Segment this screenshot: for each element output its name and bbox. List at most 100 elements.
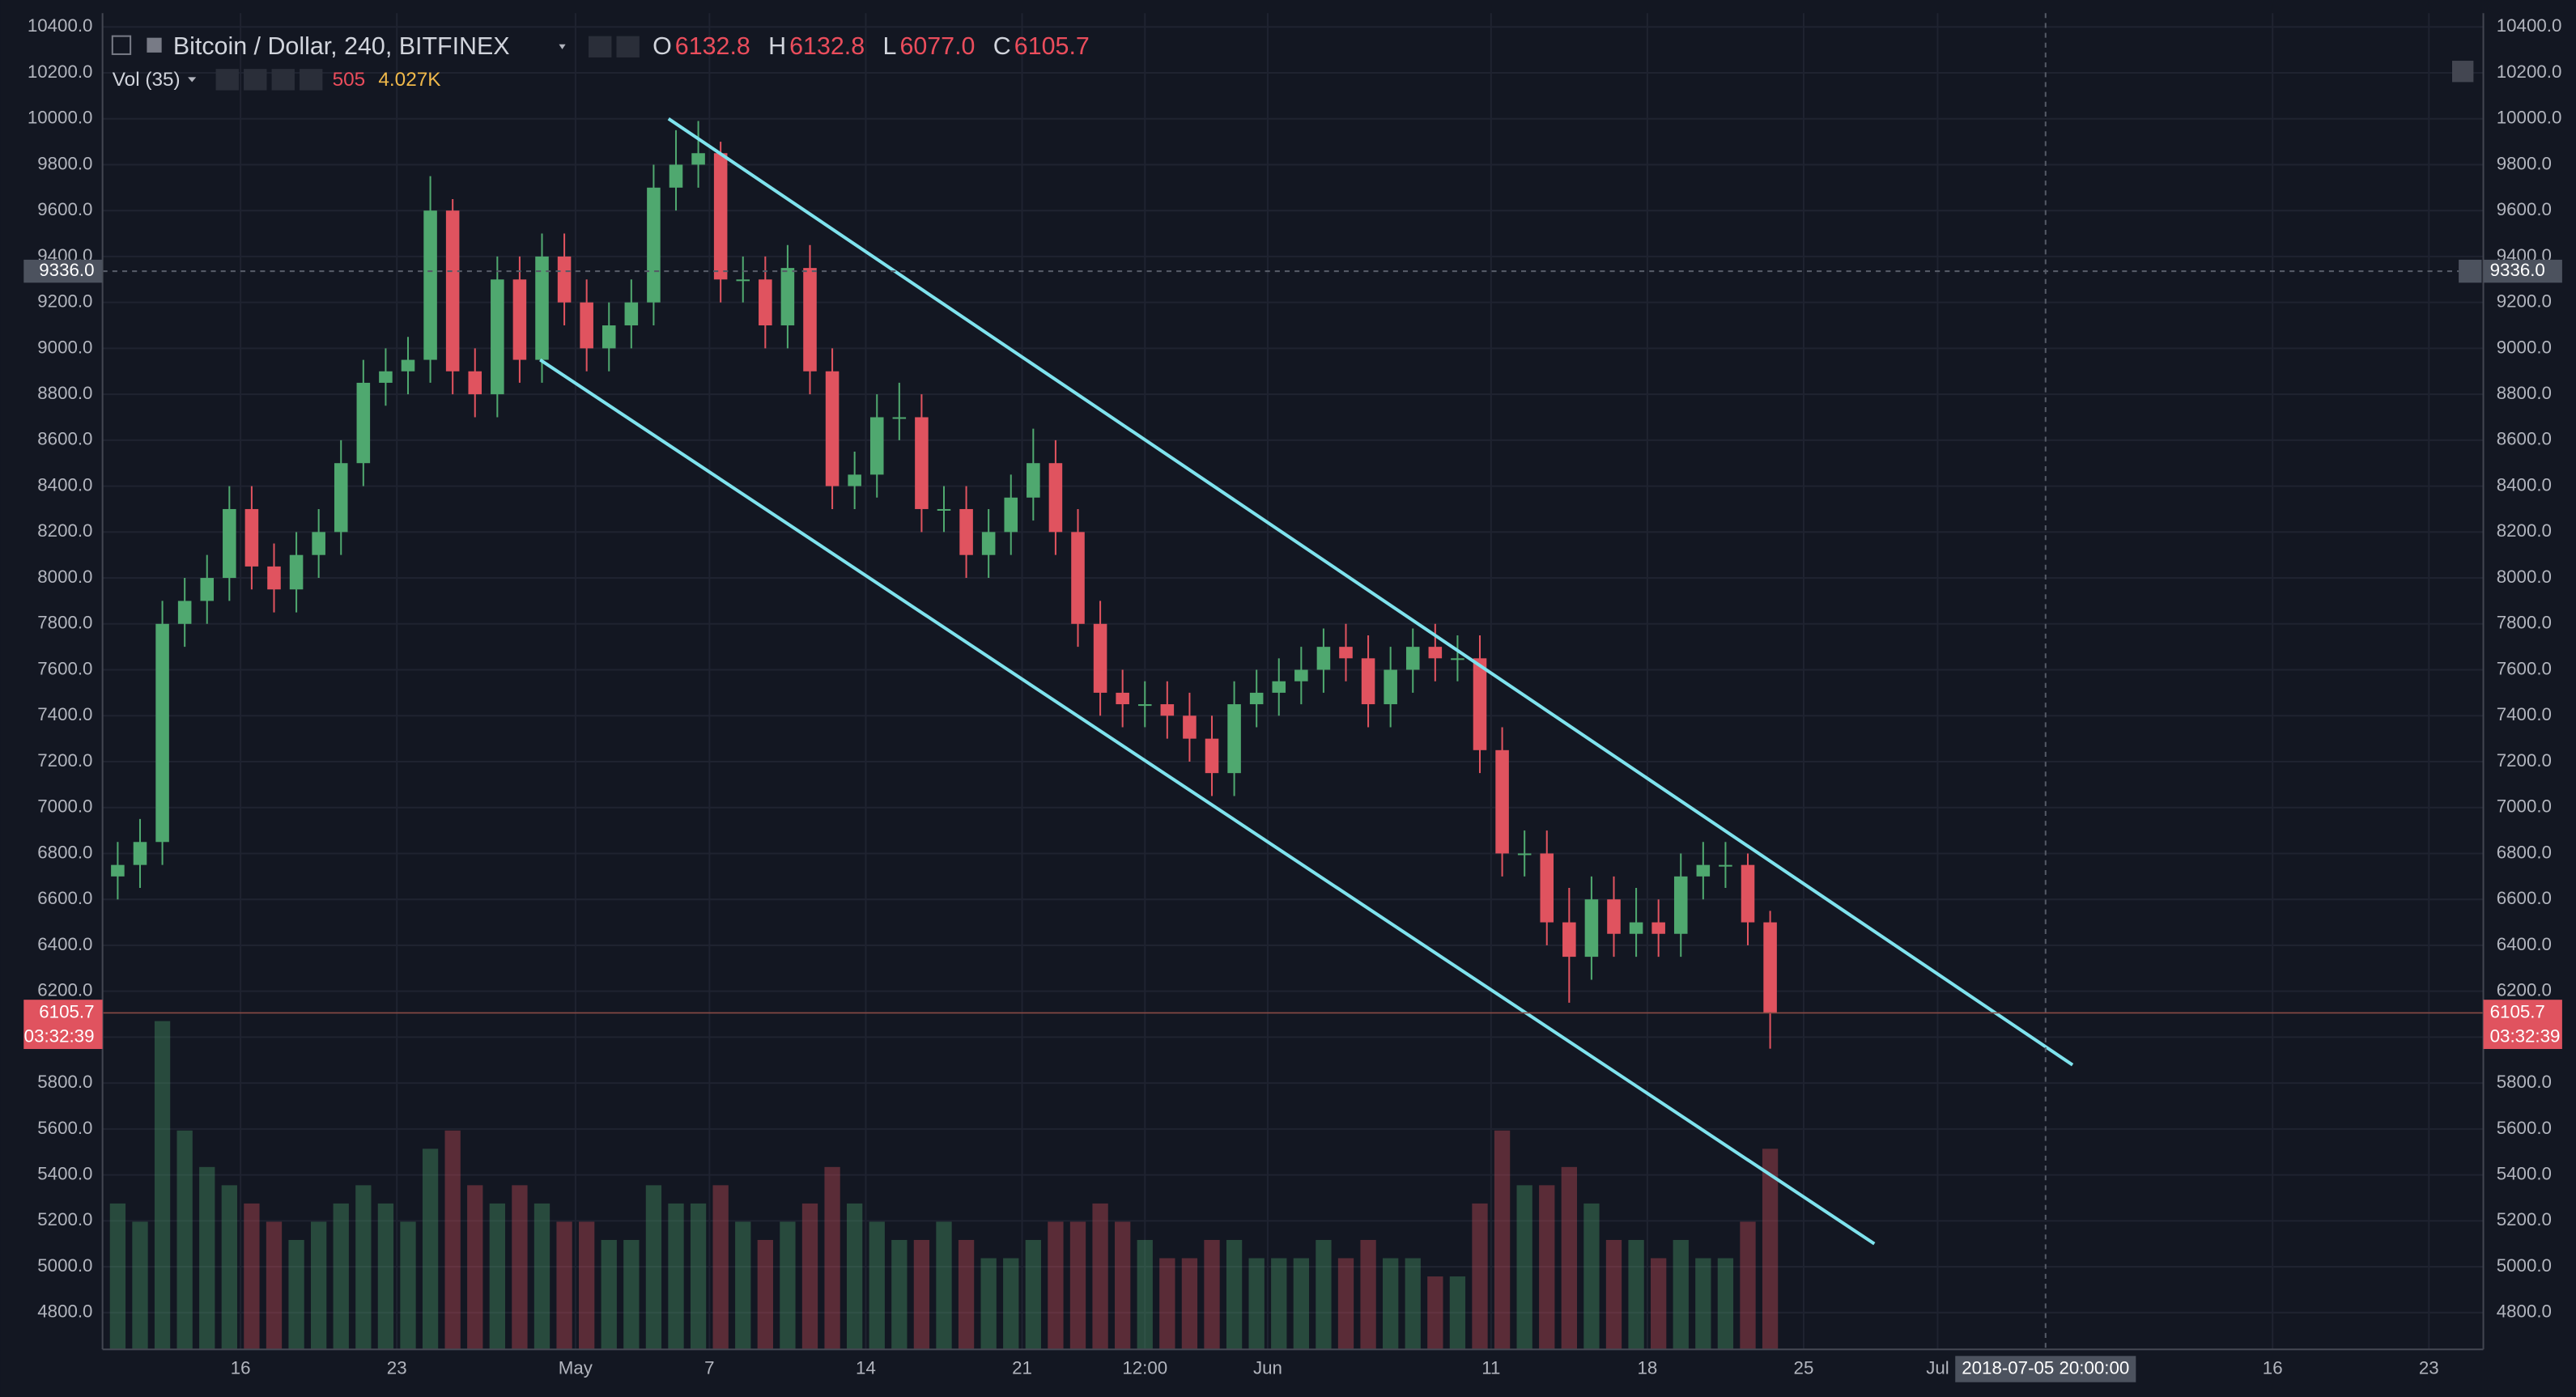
volume-bar (601, 1239, 617, 1350)
volume-bar (690, 1203, 707, 1350)
volume-bar (824, 1166, 840, 1350)
volume-bar (1271, 1258, 1287, 1350)
volume-bar (266, 1221, 283, 1350)
close-icon[interactable] (616, 36, 640, 57)
candle-body (1160, 704, 1175, 716)
volume-bar (154, 1021, 171, 1350)
candle-body (1272, 681, 1286, 693)
volume-bar (869, 1221, 885, 1350)
x-tick-label: 7 (704, 1357, 714, 1378)
y-tick-label: 9800.0 (37, 153, 92, 173)
y-tick-label: 6200.0 (37, 980, 92, 1000)
candle-body (1048, 463, 1063, 533)
volume-bar (1605, 1239, 1622, 1350)
y-tick-label: 8600.0 (2497, 429, 2552, 449)
candle-body (267, 566, 281, 590)
symbol-title: Bitcoin / Dollar, 240, BITFINEX (173, 32, 510, 60)
volume-bar (1360, 1239, 1376, 1350)
y-tick-label: 5400.0 (37, 1163, 92, 1183)
volume-bar (1472, 1203, 1488, 1350)
close-icon[interactable] (300, 69, 323, 91)
volume-bar (355, 1185, 372, 1350)
volume-bar (132, 1221, 148, 1350)
volume-bar (1516, 1185, 1532, 1350)
volume-bar (735, 1221, 751, 1350)
countdown-label: 03:32:39 (24, 1026, 95, 1047)
volume-bar (199, 1166, 215, 1350)
volume-bar (467, 1185, 483, 1350)
y-tick-label: 5000.0 (37, 1255, 92, 1276)
volume-bar (489, 1203, 505, 1350)
y-tick-label: 5000.0 (2497, 1255, 2552, 1276)
dropdown-arrow[interactable] (559, 44, 566, 49)
y-tick-label: 9000.0 (37, 337, 92, 357)
ohlc-value: 6077.0 (899, 32, 975, 60)
ohlc-key: C (993, 32, 1011, 60)
y-tick-label: 9600.0 (2497, 199, 2552, 219)
y-tick-label: 9800.0 (2497, 153, 2552, 173)
volume-bar (333, 1203, 349, 1350)
x-tick-label: Jun (1253, 1357, 1282, 1378)
y-tick-label: 7200.0 (37, 750, 92, 771)
volume-bar (1383, 1258, 1399, 1350)
candle-body (1763, 922, 1777, 1013)
volume-bar (1427, 1276, 1443, 1350)
y-tick-label: 5800.0 (37, 1072, 92, 1092)
candle-body (379, 371, 393, 383)
x-tick-label: 12:00 (1122, 1357, 1167, 1378)
volume-bar (1159, 1258, 1175, 1350)
volume-bar (579, 1221, 595, 1350)
x-tick-label: 16 (231, 1357, 251, 1378)
candle-body (1249, 692, 1264, 705)
x-tick-label: May (559, 1357, 593, 1378)
volume-bar (1137, 1239, 1153, 1350)
x-tick-label: 18 (1637, 1357, 1657, 1378)
y-tick-label: 4800.0 (37, 1301, 92, 1322)
x-tick-label: 11 (1481, 1357, 1500, 1378)
candle-body (312, 532, 325, 555)
overlay (102, 13, 2484, 1350)
crosshair-x-label: 2018-07-05 20:00:00 (1962, 1357, 2129, 1378)
ohlc-key: H (768, 32, 786, 60)
settings-icon[interactable] (588, 36, 612, 57)
candle-body (1741, 864, 1755, 923)
y-tick-label: 8000.0 (2497, 567, 2552, 587)
candle-body (289, 554, 304, 590)
candle-body (1316, 647, 1331, 670)
candle-body (1584, 899, 1599, 958)
y-tick-label: 6400.0 (2497, 934, 2552, 954)
dropdown-arrow[interactable] (188, 77, 197, 83)
volume-bar (377, 1203, 394, 1350)
volume-bar (847, 1203, 863, 1350)
y-tick-label: 9200.0 (2497, 291, 2552, 312)
x-tick-label: Jul (1926, 1357, 1949, 1378)
scale-icon[interactable] (2451, 61, 2474, 83)
collapse-icon[interactable] (111, 35, 132, 55)
crosshair-y-label: 9336.0 (39, 260, 94, 280)
ohlc-value: 6105.7 (1014, 32, 1090, 60)
y-tick-label: 9600.0 (37, 199, 92, 219)
candle-body (580, 302, 593, 349)
y-tick-label: 8800.0 (37, 383, 92, 403)
add-icon[interactable] (271, 69, 295, 91)
eye-icon[interactable] (215, 69, 239, 91)
candle-body (334, 463, 348, 533)
volume-bar (980, 1258, 997, 1350)
y-tick-label: 6600.0 (37, 888, 92, 908)
volume-bar (109, 1203, 126, 1350)
y-tick-label: 5200.0 (37, 1209, 92, 1229)
volume-ma-value: 4.027K (378, 69, 440, 91)
y-tick-label: 8200.0 (2497, 520, 2552, 541)
volume-bar (1337, 1258, 1354, 1350)
volume-bar (1717, 1258, 1734, 1350)
volume-bar (556, 1221, 572, 1350)
x-tick-label: 21 (1012, 1357, 1032, 1378)
volume-bar (1673, 1239, 1689, 1350)
candle-body (1137, 704, 1152, 707)
volume-bar (913, 1239, 930, 1350)
candle-body (1562, 922, 1576, 958)
volume-bar (1069, 1221, 1086, 1350)
candle-body (1451, 658, 1464, 660)
volume-bar (958, 1239, 975, 1350)
settings-icon[interactable] (244, 69, 267, 91)
